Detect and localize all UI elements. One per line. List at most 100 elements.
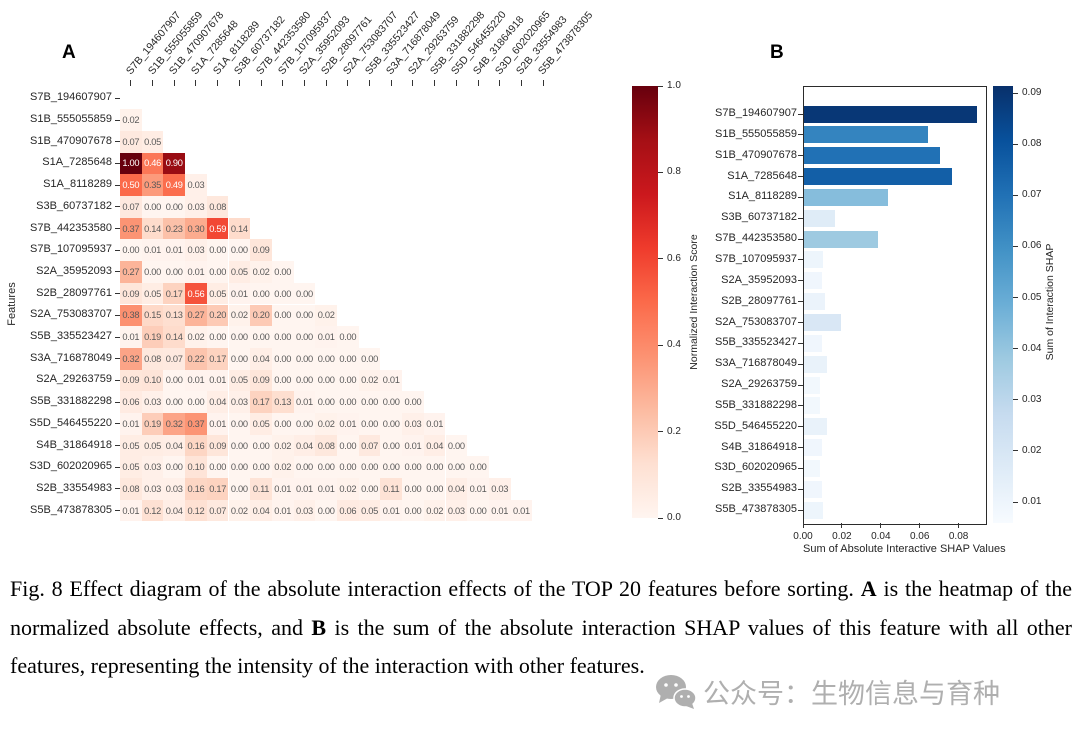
heatmap-column-tick (390, 80, 392, 86)
heatmap-y-axis-label: Features (6, 282, 18, 326)
heatmap-cell: 0.02 (423, 499, 446, 522)
heatmap-row-tick (115, 510, 120, 512)
heatmap-cell: 0.05 (228, 369, 251, 392)
heatmap-row-label: S4B_31864918 (36, 438, 112, 451)
heatmap-row-tick (115, 336, 120, 338)
barchart-y-tick (798, 155, 803, 157)
heatmap-cell: 0.01 (293, 478, 316, 500)
heatmap-cell: 0.01 (271, 499, 294, 522)
caption-bold-ref: A (860, 576, 877, 601)
heatmap-cell: 0.01 (163, 239, 186, 262)
heatmap-cell: 0.05 (228, 261, 251, 283)
heatmap-cell: 0.02 (271, 456, 294, 479)
heatmap-cell: 0.02 (358, 369, 381, 392)
barchart-colorbar-tick-label: 0.09 (1022, 87, 1042, 99)
heatmap-cell: 0.00 (337, 347, 359, 370)
heatmap-cell: 0.00 (293, 282, 316, 305)
barchart-x-tick-label: 0.08 (948, 531, 969, 542)
heatmap-cell: 0.05 (206, 282, 229, 305)
heatmap-row-label: S5B_473878305 (30, 503, 112, 516)
heatmap-cell: 0.09 (206, 434, 229, 457)
heatmap-cell: 0.00 (250, 434, 272, 457)
heatmap-cell: 0.00 (337, 456, 359, 479)
heatmap-cell: 0.17 (163, 282, 186, 305)
barchart-y-label: S7B_194607907 (715, 107, 797, 119)
heatmap-column-tick (477, 80, 479, 86)
heatmap-cell: 0.01 (337, 413, 359, 435)
barchart-y-label: S5B_331882298 (715, 398, 797, 411)
barchart-x-tick (919, 523, 921, 528)
heatmap-cell: 0.01 (206, 369, 229, 392)
heatmap-row-label: S3A_716878049 (30, 351, 112, 364)
heatmap-cell: 0.00 (228, 413, 251, 435)
heatmap-cell: 0.00 (337, 434, 359, 457)
barchart-y-label: S1A_7285648 (727, 169, 797, 182)
heatmap-cell: 0.07 (206, 499, 229, 522)
heatmap-column-tick (499, 80, 501, 86)
heatmap-cell: 0.00 (141, 261, 164, 283)
barchart-y-tick (798, 488, 803, 490)
heatmap-cell: 0.02 (337, 478, 359, 500)
barchart-y-label: S2B_33554983 (721, 482, 797, 495)
heatmap-row-tick (115, 423, 120, 425)
heatmap-cell: 0.23 (163, 217, 186, 240)
barchart-y-tick (798, 259, 803, 261)
heatmap-cell: 0.00 (467, 456, 489, 479)
bar (804, 355, 828, 373)
heatmap-cell: 0.00 (380, 391, 403, 413)
heatmap-cell: 0.27 (120, 261, 142, 283)
heatmap-cell: 0.19 (141, 326, 164, 348)
heatmap-cell: 0.00 (271, 369, 294, 392)
heatmap-cell: 0.00 (206, 239, 229, 262)
barchart-colorbar-tick-label: 0.01 (1022, 496, 1042, 508)
watermark-text: 公众号：生物信息与育种 (703, 679, 1000, 709)
heatmap-cell: 0.15 (141, 304, 164, 327)
heatmap-row-tick (115, 271, 120, 273)
heatmap-row-tick (115, 141, 120, 143)
barchart-y-tick (798, 134, 803, 136)
bar (804, 334, 822, 352)
heatmap-cell: 0.01 (228, 282, 251, 305)
heatmap-row-tick (115, 119, 120, 121)
heatmap-cell: 0.00 (315, 347, 337, 370)
heatmap-cell: 0.00 (358, 456, 381, 479)
heatmap-cell: 0.00 (271, 282, 294, 305)
heatmap-cell: 0.02 (271, 434, 294, 457)
heatmap-cell: 0.01 (423, 413, 446, 435)
heatmap-cell: 0.00 (293, 369, 316, 392)
heatmap-cell: 0.12 (141, 499, 164, 522)
heatmap-column-tick (520, 80, 522, 86)
barchart-colorbar-tick (1013, 245, 1018, 247)
panel-b-label: B (770, 42, 784, 63)
bar (804, 459, 820, 477)
heatmap-cell: 0.05 (358, 499, 381, 522)
heatmap-row-label: S3B_60737182 (36, 199, 112, 212)
heatmap-cell: 0.20 (206, 304, 229, 327)
heatmap-cell: 0.02 (120, 109, 142, 131)
barchart-y-tick (798, 363, 803, 365)
heatmap-row-tick (115, 358, 120, 360)
heatmap-cell: 0.02 (228, 304, 251, 327)
heatmap-cell: 0.00 (358, 413, 381, 435)
heatmap-cell: 0.00 (293, 413, 316, 435)
heatmap-cell: 0.00 (380, 413, 403, 435)
heatmap-row-tick (115, 184, 120, 186)
barchart-y-label: S2A_35952093 (721, 273, 797, 286)
heatmap-cell: 0.32 (120, 347, 142, 370)
barchart-y-label: S5B_473878305 (715, 503, 797, 516)
heatmap-cell: 0.00 (423, 456, 446, 479)
heatmap-cell: 0.03 (293, 499, 316, 522)
heatmap-cell: 0.09 (250, 239, 272, 262)
heatmap-cell: 0.04 (206, 391, 229, 413)
heatmap-cell: 0.07 (120, 196, 142, 218)
heatmap-cell: 0.05 (141, 282, 164, 305)
bar (804, 126, 929, 144)
heatmap-cell: 0.37 (120, 217, 142, 240)
heatmap-cell: 0.14 (141, 217, 164, 240)
heatmap-cell: 0.00 (206, 456, 229, 479)
heatmap-row-label: S5B_335523427 (30, 330, 112, 343)
heatmap-cell: 0.00 (380, 434, 403, 457)
heatmap-column-tick (152, 80, 154, 86)
heatmap-colorbar-tick-label: 0.8 (667, 166, 681, 178)
bar (804, 314, 841, 331)
